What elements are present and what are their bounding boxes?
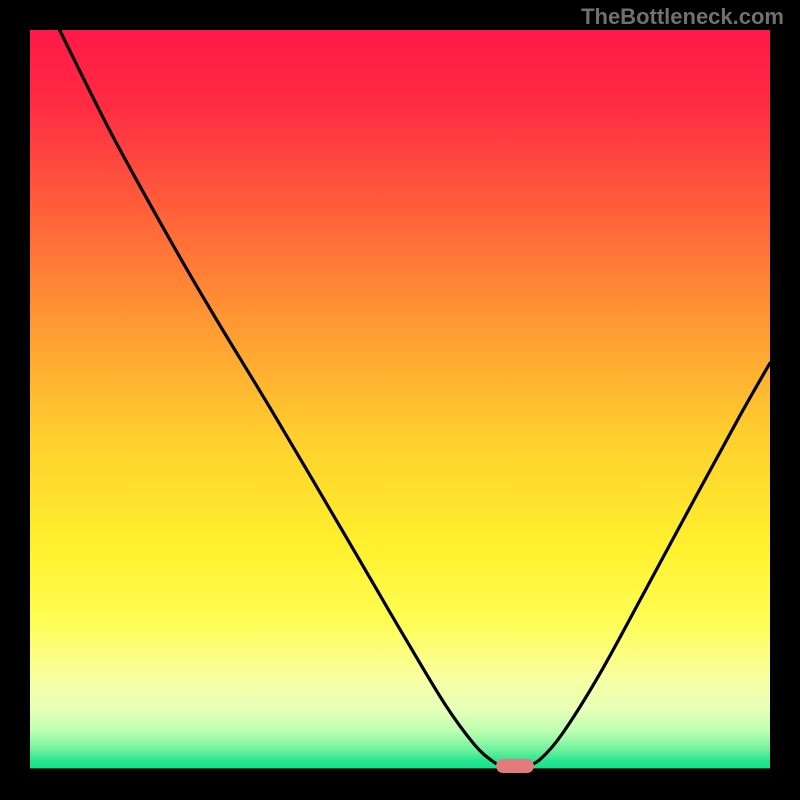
chart-frame: TheBottleneck.com xyxy=(0,0,800,800)
plot-svg xyxy=(30,30,770,770)
gradient-background xyxy=(30,30,770,770)
watermark-text: TheBottleneck.com xyxy=(581,4,784,30)
plot-area xyxy=(30,30,770,770)
optimal-marker xyxy=(496,759,534,773)
